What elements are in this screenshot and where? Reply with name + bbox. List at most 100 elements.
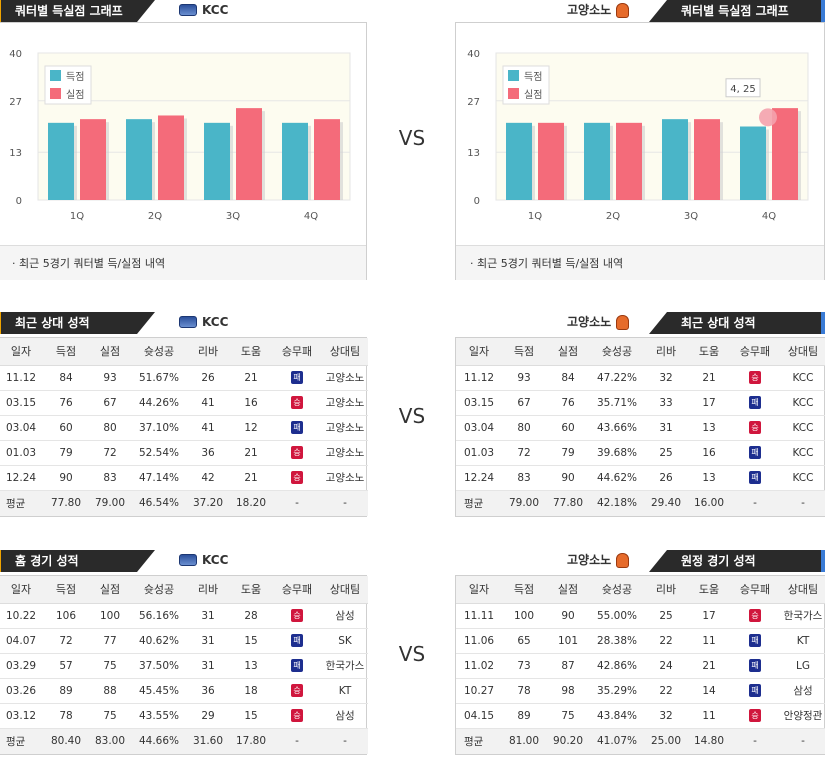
table-cell: 77 [88, 628, 132, 654]
table-cell: 93 [88, 365, 132, 391]
table-cell: 삼성 [780, 678, 825, 704]
table-row: 11.12 93 84 47.22% 32 21 승 KCC [456, 365, 825, 391]
table-cell: KCC [780, 365, 825, 391]
column-header: 승무패 [272, 576, 322, 604]
table-cell: 44.26% [132, 390, 186, 416]
table-cell: 43.66% [590, 415, 644, 441]
x-tick-label: 1Q [528, 211, 542, 222]
table-cell: 35.29% [590, 678, 644, 704]
table-header-row: 일자 득점 실점 슛성공 리바 도움 승무패 상대팀 [456, 576, 825, 604]
column-header: 슛성공 [132, 576, 186, 604]
table-cell: 51.67% [132, 365, 186, 391]
panel-tab-title: 쿼터별 득실점 그래프 [0, 0, 155, 22]
average-cell: - [322, 490, 368, 516]
panel-tab-title: 원정 경기 성적 [649, 550, 825, 572]
table-cell: 60 [546, 415, 590, 441]
loss-bar [694, 119, 720, 200]
result-cell: 승 [272, 678, 322, 704]
table-cell: 11.12 [456, 365, 502, 391]
score-bar [126, 119, 152, 200]
team-label: 고양소노 [567, 312, 630, 332]
table-cell: 15 [230, 628, 272, 654]
win-badge: 승 [749, 709, 761, 722]
table-row: 03.12 78 75 43.55% 29 15 승 삼성 [0, 703, 368, 729]
table-row: 03.26 89 88 45.45% 36 18 승 KT [0, 678, 368, 704]
team-label: KCC [179, 312, 228, 332]
average-cell: 14.80 [688, 728, 730, 754]
x-tick-label: 3Q [226, 211, 240, 222]
table-cell: 10.22 [0, 603, 44, 629]
column-header: 슛성공 [132, 338, 186, 366]
legend-label: 득점 [66, 71, 84, 83]
table-cell: 55.00% [590, 603, 644, 629]
team-name: KCC [202, 553, 229, 567]
column-header: 리바 [186, 576, 230, 604]
table-cell: 21 [230, 440, 272, 466]
table-cell: 16 [230, 390, 272, 416]
table-cell: 32 [644, 365, 688, 391]
result-cell: 승 [272, 440, 322, 466]
loss-bar [616, 122, 642, 200]
table-cell: 45.45% [132, 678, 186, 704]
table-cell: 12 [230, 415, 272, 441]
team-label: 고양소노 [567, 550, 630, 570]
kcc-quarter-chart-panel: 쿼터별 득실점 그래프 KCC 0 13 27 40 1Q 2Q 3Q 4Q 득점 실점 · 최근… [0, 0, 367, 280]
table-cell: 11.02 [456, 653, 502, 679]
average-cell: - [780, 728, 825, 754]
table-cell: 75 [88, 703, 132, 729]
average-cell: 44.66% [132, 728, 186, 754]
table-cell: 18 [230, 678, 272, 704]
legend-label: 실점 [524, 89, 542, 101]
table-cell: 고양소노 [322, 465, 368, 491]
score-bar [204, 122, 230, 200]
table-cell: 43.55% [132, 703, 186, 729]
chart-note-text: 최근 5경기 쿼터별 득/실점 내역 [19, 257, 166, 270]
team-label: KCC [179, 550, 228, 570]
average-cell: 77.80 [44, 490, 88, 516]
table-cell: 42 [186, 465, 230, 491]
win-badge: 승 [291, 446, 303, 459]
table-cell: 11 [688, 628, 730, 654]
table-cell: 44.62% [590, 465, 644, 491]
table-cell: 75 [546, 703, 590, 729]
average-cell: - [322, 728, 368, 754]
table-cell: 22 [644, 628, 688, 654]
column-header: 일자 [456, 576, 502, 604]
table-cell: 67 [88, 390, 132, 416]
win-badge: 승 [749, 609, 761, 622]
average-cell: - [730, 490, 780, 516]
average-cell: - [272, 490, 322, 516]
score-bar [282, 122, 308, 200]
column-header: 리바 [186, 338, 230, 366]
x-tick-label: 4Q [762, 211, 776, 222]
average-cell: - [780, 490, 825, 516]
loss-badge: 패 [749, 634, 761, 647]
table-cell: 72 [502, 440, 546, 466]
table-cell: 삼성 [322, 703, 368, 729]
table-row: 01.03 72 79 39.68% 25 16 패 KCC [456, 440, 825, 466]
table-cell: 36 [186, 440, 230, 466]
table-cell: 76 [546, 390, 590, 416]
vs-label: VS [398, 126, 426, 150]
table-cell: SK [322, 628, 368, 654]
column-header: 도움 [230, 576, 272, 604]
panel-tab-title: 쿼터별 득실점 그래프 [649, 0, 825, 22]
table-cell: 21 [230, 465, 272, 491]
table-cell: 10.27 [456, 678, 502, 704]
table-cell: LG [780, 653, 825, 679]
average-cell: 77.80 [546, 490, 590, 516]
table-cell: 17 [688, 390, 730, 416]
table-cell: 31 [644, 415, 688, 441]
panel-header: 고양소노 쿼터별 득실점 그래프 [455, 0, 825, 22]
x-tick-label: 4Q [304, 211, 318, 222]
result-cell: 패 [272, 628, 322, 654]
stats-table-wrap: 일자 득점 실점 슛성공 리바 도움 승무패 상대팀 11.12 84 93 51.67% 26 21 패 고… [0, 337, 368, 517]
score-bar [662, 119, 688, 200]
table-cell: KCC [780, 440, 825, 466]
table-cell: 67 [502, 390, 546, 416]
result-cell: 승 [272, 465, 322, 491]
table-row: 03.15 76 67 44.26% 41 16 승 고양소노 [0, 390, 368, 416]
table-cell: 65 [502, 628, 546, 654]
loss-badge: 패 [749, 396, 761, 409]
result-cell: 승 [730, 603, 780, 629]
